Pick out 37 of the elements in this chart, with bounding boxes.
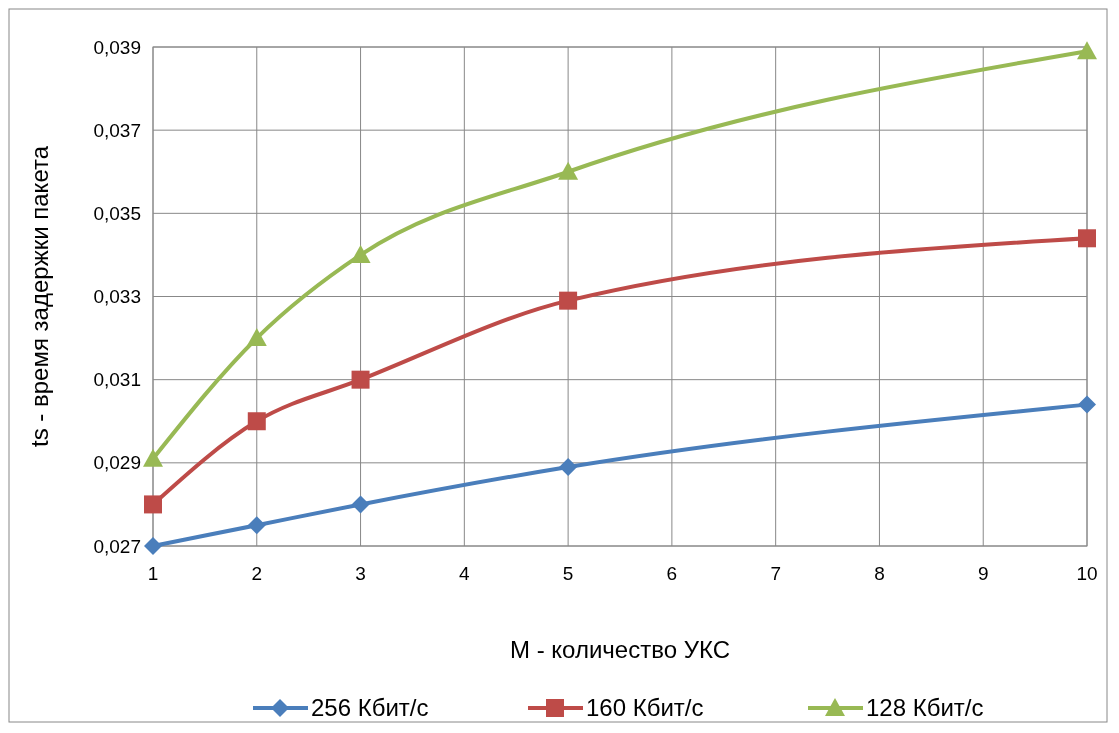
legend-label: 256 Кбит/с xyxy=(311,694,429,722)
x-tick-label: 7 xyxy=(770,563,781,584)
x-tick-label: 5 xyxy=(562,563,574,584)
point xyxy=(350,244,371,263)
y-tick-label: 0,035 xyxy=(93,202,141,224)
x-tick-label: 9 xyxy=(977,563,989,584)
legend-label: 128 Кбит/с xyxy=(866,694,984,722)
x-tick-label: 4 xyxy=(459,563,471,584)
point xyxy=(559,291,578,310)
y-tick-label: 0,027 xyxy=(93,535,141,557)
point xyxy=(1077,41,1097,60)
y-tick-label: 0,039 xyxy=(93,36,141,58)
point xyxy=(247,516,266,535)
point xyxy=(144,537,162,555)
point xyxy=(1078,395,1096,414)
y-tick-label: 0,029 xyxy=(93,452,141,474)
point xyxy=(558,161,579,180)
point xyxy=(351,370,370,389)
point xyxy=(246,328,267,347)
x-tick-label: 3 xyxy=(355,563,366,584)
point xyxy=(559,457,578,476)
y-tick-label: 0,037 xyxy=(93,119,141,141)
point xyxy=(143,448,163,467)
x-tick-label: 1 xyxy=(147,563,159,584)
point xyxy=(351,495,370,514)
x-tick-label: 2 xyxy=(251,563,263,584)
y-axis-title: ts - время задержки пакета xyxy=(26,145,53,448)
point xyxy=(1078,229,1096,248)
y-tick-label: 0,031 xyxy=(93,369,141,391)
x-tick-label: 8 xyxy=(874,563,885,584)
legend-label: 160 Кбит/с xyxy=(586,694,704,722)
x-axis-title: M - количество УКС xyxy=(510,636,730,663)
point xyxy=(247,412,266,431)
y-tick-label: 0,033 xyxy=(93,286,141,308)
x-tick-label: 6 xyxy=(666,563,678,584)
point xyxy=(144,495,162,514)
x-tick-label: 10 xyxy=(1076,563,1098,584)
